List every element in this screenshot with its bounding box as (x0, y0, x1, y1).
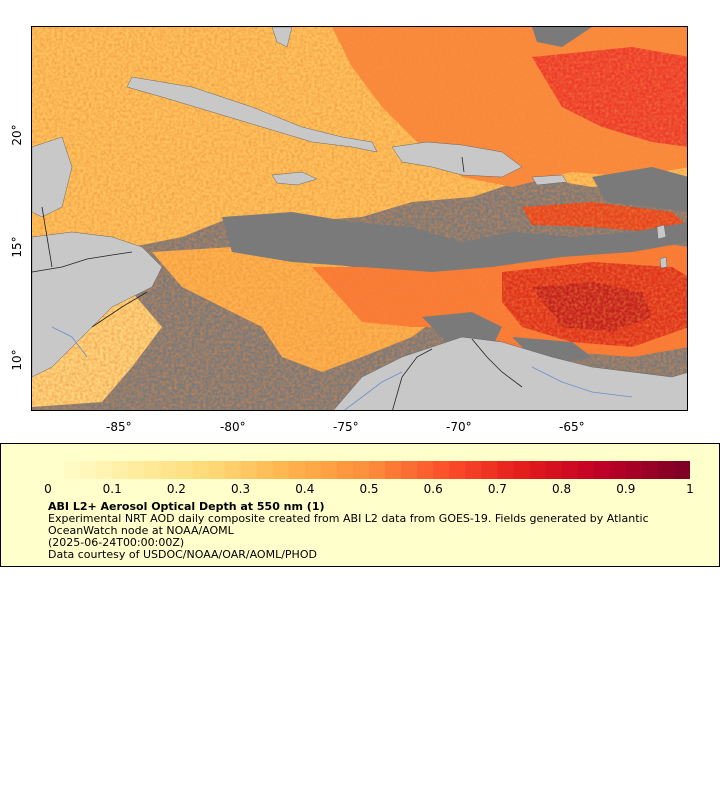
lat-tick-label: 20° (10, 124, 24, 146)
colorbar-segment (449, 461, 466, 479)
colorbar-segment (304, 461, 322, 479)
legend-description: Experimental NRT AOD daily composite cre… (48, 512, 649, 525)
country-borders (32, 156, 523, 410)
colorbar-segment (657, 461, 675, 479)
colorbar-segment (272, 461, 290, 479)
no-data-patches (222, 27, 687, 367)
colorbar-segment (625, 461, 643, 479)
colorbar-segment (417, 461, 434, 479)
colorbar-segment (176, 461, 193, 479)
lon-tick-label: -85° (106, 420, 132, 434)
colorbar-segment (673, 461, 690, 479)
colorbar-segment (288, 461, 306, 479)
colorbar-segment (561, 461, 579, 479)
land-mass (32, 27, 687, 410)
colorbar-segment (369, 461, 386, 479)
colorbar-segment (256, 461, 274, 479)
colorbar-segment (96, 461, 113, 479)
colorbar-tick-label: 0 (44, 482, 52, 496)
colorbar-segment (481, 461, 498, 479)
colorbar-segment (224, 461, 242, 479)
colorbar-segment (401, 461, 418, 479)
colorbar-segment (352, 461, 370, 479)
lon-tick-label: -65° (559, 420, 585, 434)
colorbar-segment (128, 461, 145, 479)
colorbar-segment (433, 461, 450, 479)
legend-panel: 0 0.1 0.2 0.3 0.4 0.5 0.6 0.7 0.8 0.9 1 ABI L2+ Ae… (0, 443, 720, 567)
colorbar-segment (577, 461, 595, 479)
colorbar-segment (240, 461, 258, 479)
colorbar-tick-label: 0.6 (423, 482, 443, 496)
colorbar-segment (336, 461, 354, 479)
colorbar-segment (513, 461, 530, 479)
colorbar-segment (609, 461, 627, 479)
colorbar-segment (208, 461, 226, 479)
colorbar-tick-label: 1 (686, 482, 694, 496)
legend-date: (2025-06-24T00:00:00Z) (48, 536, 185, 549)
lat-tick-label: 15° (10, 236, 24, 258)
colorbar-segment (529, 461, 547, 479)
legend-credit: Data courtesy of USDOC/NOAA/OAR/AOML/PHO… (48, 548, 317, 561)
colorbar-segment (545, 461, 563, 479)
colorbar-segment (385, 461, 402, 479)
legend-description-cont: OceanWatch node at NOAA/AOML (48, 524, 234, 537)
colorbar-segment (80, 461, 97, 479)
lon-tick-label: -70° (446, 420, 472, 434)
colorbar-segment (160, 461, 177, 479)
colorbar-segment (641, 461, 659, 479)
colorbar-tick-label: 0.9 (616, 482, 636, 496)
rivers (51, 326, 633, 410)
colorbar-segment (112, 461, 129, 479)
lon-tick-label: -75° (333, 420, 359, 434)
colorbar-segment (465, 461, 482, 479)
colorbar-tick-label: 0.4 (295, 482, 315, 496)
colorbar-segment (593, 461, 611, 479)
map-area (31, 26, 688, 411)
legend-title: ABI L2+ Aerosol Optical Depth at 550 nm … (48, 500, 325, 513)
colorbar (48, 461, 690, 479)
colorbar-tick-label: 0.7 (487, 482, 507, 496)
colorbar-tick-label: 0.8 (552, 482, 572, 496)
lat-tick-label: 10° (10, 349, 24, 371)
aod-map (32, 27, 687, 410)
colorbar-segment (192, 461, 209, 479)
colorbar-segment (320, 461, 338, 479)
colorbar-tick-label: 0.2 (166, 482, 186, 496)
colorbar-tick-label: 0.5 (359, 482, 379, 496)
colorbar-tick-label: 0.1 (102, 482, 122, 496)
colorbar-segment (144, 461, 161, 479)
colorbar-segment (64, 461, 81, 479)
colorbar-segment (48, 461, 65, 479)
lon-tick-label: -80° (220, 420, 246, 434)
colorbar-segment (497, 461, 514, 479)
colorbar-tick-label: 0.3 (231, 482, 251, 496)
legend-text: ABI L2+ Aerosol Optical Depth at 550 nm … (48, 501, 688, 561)
